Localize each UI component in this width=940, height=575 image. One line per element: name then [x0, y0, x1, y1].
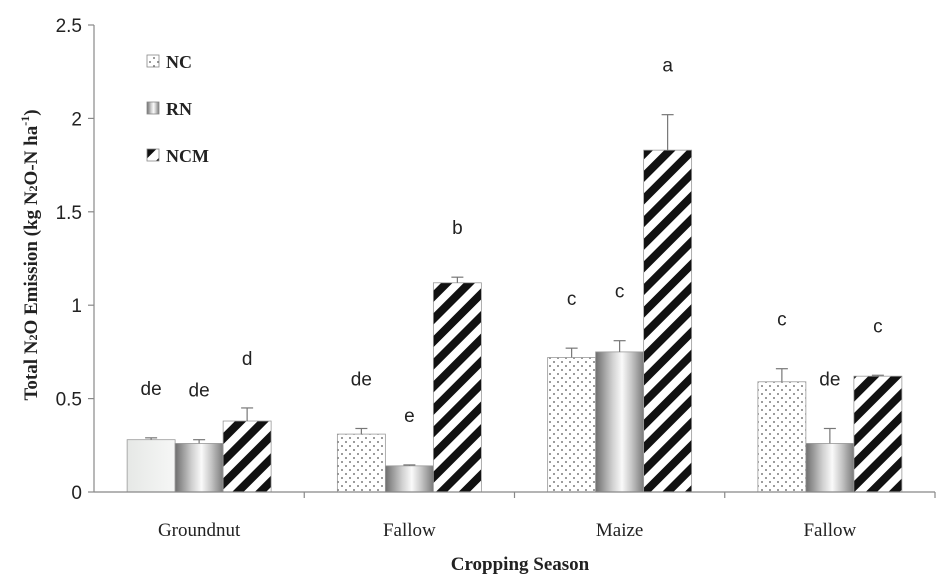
y-axis-title: Total N2O Emission (kg N2O-N ha-1) — [18, 109, 42, 400]
significance-letter: c — [873, 316, 883, 337]
significance-letter: b — [452, 218, 463, 239]
significance-letter: de — [819, 369, 840, 390]
x-tick-label: Groundnut — [158, 520, 241, 541]
bar-rn — [805, 443, 855, 493]
bar-rn — [384, 465, 434, 493]
legend-label: NCM — [166, 146, 209, 166]
significance-letter: de — [351, 369, 372, 390]
legend-label: NC — [166, 52, 192, 72]
legend: NC RN NCM — [146, 52, 209, 166]
y-tick-label: 0.5 — [56, 390, 82, 411]
legend-swatch-ncm — [146, 148, 160, 162]
y-tick-label: 1.5 — [56, 203, 82, 224]
legend-swatch-rn — [146, 101, 160, 115]
significance-letter: de — [189, 381, 210, 402]
x-tick-label: Maize — [596, 520, 643, 541]
x-tick-label: Fallow — [383, 520, 436, 541]
significance-letter: e — [404, 406, 415, 427]
bar-nc — [336, 433, 386, 493]
y-tick-label: 1 — [71, 296, 82, 317]
bar-rn — [174, 443, 224, 493]
significance-letter: c — [567, 289, 577, 310]
x-axis-title: Cropping Season — [451, 554, 590, 575]
significance-letter: a — [662, 56, 673, 77]
legend-label: RN — [166, 99, 192, 119]
y-axis: 0 0.5 1 1.5 2 2.5 — [56, 16, 94, 504]
y-tick-label: 2 — [71, 109, 82, 130]
legend-swatch-nc — [146, 54, 160, 68]
significance-letter: c — [615, 282, 625, 303]
significance-letter: c — [777, 310, 787, 331]
bar-ncm — [853, 375, 903, 493]
bar-ncm — [222, 420, 272, 493]
bar-nc — [757, 381, 807, 493]
y-tick-label: 0 — [71, 483, 82, 504]
significance-letter: d — [242, 349, 253, 370]
bar-nc — [126, 439, 176, 493]
significance-letters: de de c c de e c de d b a c — [141, 56, 883, 427]
bar-ncm — [643, 149, 693, 493]
bar-nc — [547, 357, 597, 493]
error-bars — [145, 114, 884, 466]
bar-rn — [595, 351, 645, 493]
x-axis: Groundnut Fallow Maize Fallow — [158, 492, 936, 541]
x-tick-label: Fallow — [803, 520, 856, 541]
significance-letter: de — [141, 379, 162, 400]
bar-ncm — [432, 282, 482, 493]
y-tick-label: 2.5 — [56, 16, 82, 37]
